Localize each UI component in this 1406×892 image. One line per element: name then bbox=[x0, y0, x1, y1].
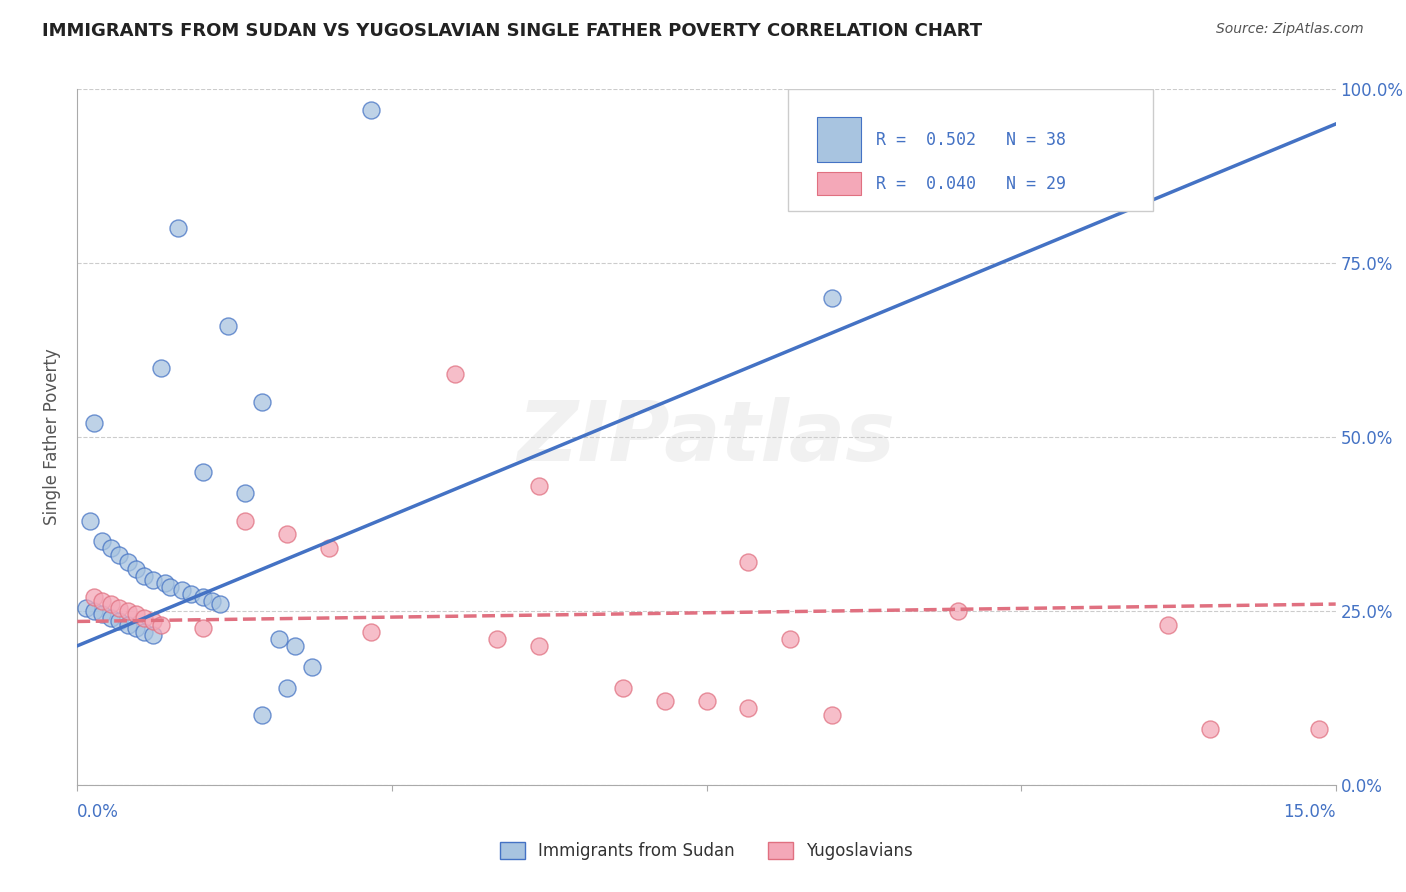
Point bbox=[284, 639, 307, 653]
Text: 15.0%: 15.0% bbox=[1284, 803, 1336, 821]
Point bbox=[142, 615, 165, 629]
Point bbox=[125, 621, 148, 635]
Point bbox=[100, 597, 122, 611]
Y-axis label: Single Father Poverty: Single Father Poverty bbox=[44, 349, 62, 525]
Point bbox=[100, 541, 122, 556]
FancyBboxPatch shape bbox=[817, 117, 862, 162]
Point bbox=[1157, 618, 1180, 632]
Point bbox=[821, 291, 844, 305]
Point bbox=[527, 639, 550, 653]
Text: ZIPatlas: ZIPatlas bbox=[517, 397, 896, 477]
Point bbox=[276, 527, 298, 541]
Point bbox=[134, 569, 156, 583]
Point bbox=[83, 590, 105, 604]
Point bbox=[75, 600, 97, 615]
Point bbox=[301, 659, 323, 673]
Point bbox=[360, 103, 382, 117]
Point bbox=[444, 368, 467, 382]
Point bbox=[83, 416, 105, 430]
Point bbox=[1308, 723, 1330, 737]
Text: R =  0.502   N = 38: R = 0.502 N = 38 bbox=[876, 131, 1066, 149]
Point bbox=[737, 701, 759, 715]
Point bbox=[79, 514, 101, 528]
Point bbox=[117, 604, 139, 618]
Point bbox=[150, 360, 173, 375]
Point bbox=[250, 708, 273, 723]
Point bbox=[91, 593, 114, 607]
Point bbox=[360, 624, 382, 639]
Point bbox=[108, 615, 131, 629]
Point bbox=[654, 694, 676, 708]
Point bbox=[134, 624, 156, 639]
Point bbox=[276, 681, 298, 695]
Point bbox=[527, 479, 550, 493]
Point bbox=[779, 632, 801, 646]
Point bbox=[155, 576, 177, 591]
FancyBboxPatch shape bbox=[789, 89, 1153, 211]
Text: R =  0.040   N = 29: R = 0.040 N = 29 bbox=[876, 175, 1066, 193]
Point bbox=[485, 632, 508, 646]
Point bbox=[267, 632, 290, 646]
Point bbox=[250, 395, 273, 409]
Point bbox=[91, 607, 114, 622]
Point bbox=[167, 221, 190, 235]
Point bbox=[208, 597, 231, 611]
Point bbox=[172, 583, 194, 598]
Point bbox=[318, 541, 340, 556]
Point bbox=[191, 621, 215, 635]
Point bbox=[134, 611, 156, 625]
Point bbox=[737, 555, 759, 569]
Point bbox=[180, 587, 202, 601]
Text: 0.0%: 0.0% bbox=[77, 803, 120, 821]
Point bbox=[91, 534, 114, 549]
Point bbox=[117, 555, 139, 569]
Legend: Immigrants from Sudan, Yugoslavians: Immigrants from Sudan, Yugoslavians bbox=[494, 836, 920, 867]
Point bbox=[108, 549, 131, 563]
Point bbox=[821, 708, 844, 723]
Point bbox=[696, 694, 718, 708]
Point bbox=[142, 573, 165, 587]
Point bbox=[191, 465, 215, 479]
Point bbox=[117, 618, 139, 632]
Point bbox=[100, 611, 122, 625]
Point bbox=[142, 628, 165, 642]
Point bbox=[217, 318, 239, 333]
Point bbox=[233, 514, 256, 528]
Point bbox=[125, 607, 148, 622]
Point bbox=[612, 681, 634, 695]
Point bbox=[191, 590, 215, 604]
Point bbox=[150, 618, 173, 632]
Point bbox=[108, 600, 131, 615]
Point bbox=[1198, 723, 1220, 737]
Point bbox=[233, 485, 256, 500]
Text: Source: ZipAtlas.com: Source: ZipAtlas.com bbox=[1216, 22, 1364, 37]
Text: IMMIGRANTS FROM SUDAN VS YUGOSLAVIAN SINGLE FATHER POVERTY CORRELATION CHART: IMMIGRANTS FROM SUDAN VS YUGOSLAVIAN SIN… bbox=[42, 22, 983, 40]
FancyBboxPatch shape bbox=[817, 172, 862, 195]
Point bbox=[83, 604, 105, 618]
Point bbox=[200, 593, 222, 607]
Point bbox=[125, 562, 148, 576]
Point bbox=[948, 604, 970, 618]
Point bbox=[159, 580, 181, 594]
